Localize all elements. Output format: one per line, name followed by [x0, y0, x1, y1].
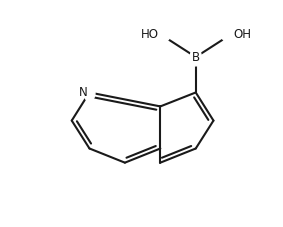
Ellipse shape — [84, 84, 95, 101]
Text: B: B — [192, 51, 200, 64]
Ellipse shape — [150, 25, 170, 43]
Text: N: N — [79, 86, 88, 99]
Text: HO: HO — [141, 28, 158, 41]
Ellipse shape — [221, 25, 241, 43]
Text: OH: OH — [233, 28, 251, 41]
Ellipse shape — [190, 48, 201, 66]
